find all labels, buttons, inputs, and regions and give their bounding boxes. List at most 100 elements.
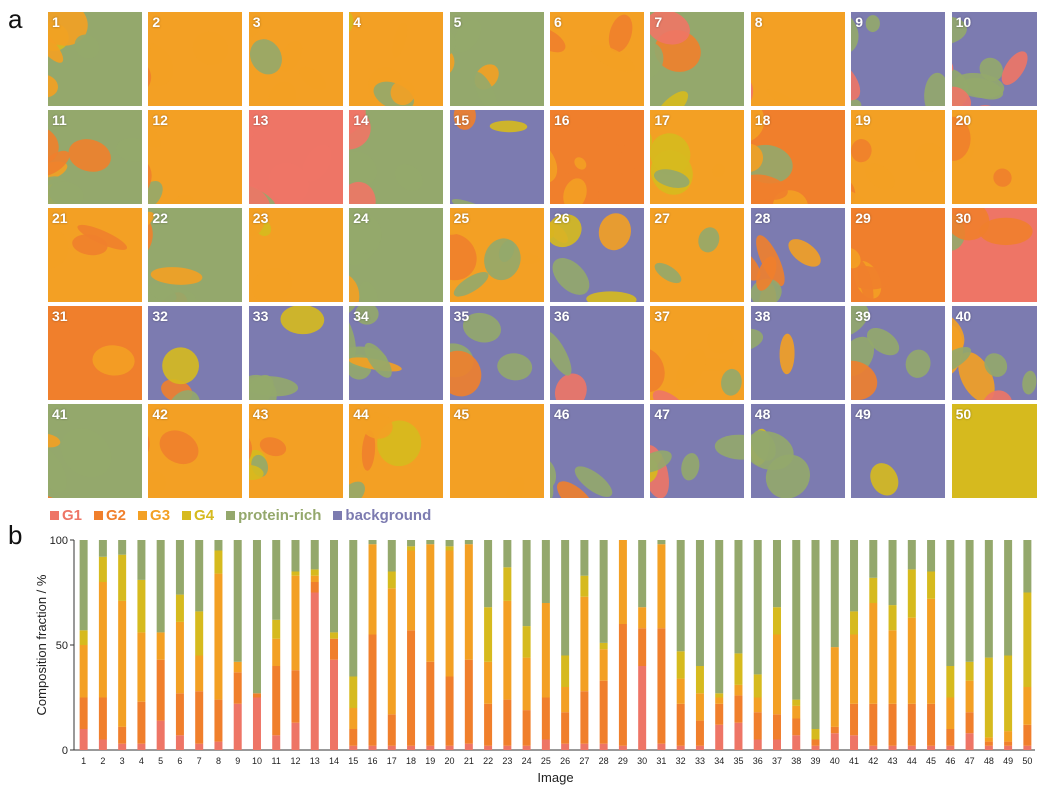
- x-tick-label: 50: [1022, 756, 1032, 766]
- bar-segment-G4: [98, 556, 107, 582]
- tile-number: 46: [554, 406, 570, 422]
- segmentation-map: [248, 208, 343, 302]
- image-tile: 49: [851, 404, 946, 498]
- x-tick-label: 6: [177, 756, 182, 766]
- bar-segment-G1: [272, 735, 281, 750]
- bar-segment-G2: [657, 628, 666, 744]
- bar-segment-G1: [214, 741, 223, 750]
- image-tile: 2: [148, 12, 243, 106]
- image-tile: 4: [349, 12, 444, 106]
- segmentation-map: [550, 208, 644, 302]
- bar-segment-G3: [907, 617, 916, 704]
- image-tile: 27: [650, 208, 745, 302]
- image-tile: 45: [449, 404, 544, 498]
- image-tile: 26: [550, 208, 644, 302]
- tile-number: 31: [52, 308, 68, 324]
- bar-segment-protein-rich: [676, 540, 685, 652]
- segmentation-map: [148, 208, 243, 302]
- tile-number: 35: [453, 308, 470, 324]
- image-tile: 34: [349, 306, 444, 400]
- segmentation-map: [449, 208, 544, 302]
- bar-segment-protein-rich: [638, 540, 647, 608]
- segmentation-map: [851, 306, 946, 400]
- image-tile: 19: [851, 110, 946, 204]
- bar-segment-G3: [734, 684, 743, 696]
- segmentation-map: [48, 110, 142, 204]
- bar-segment-G2: [1004, 741, 1013, 746]
- image-tile: 23: [248, 208, 343, 302]
- x-tick-label: 40: [830, 756, 840, 766]
- segmentation-map: [550, 110, 644, 204]
- bar-segment-protein-rich: [984, 540, 993, 658]
- legend-swatch: [333, 510, 343, 520]
- bar-segment-G4: [772, 607, 781, 635]
- bar-segment-protein-rich: [368, 540, 377, 545]
- bar-segment-protein-rich: [888, 540, 897, 606]
- segmentation-map: [951, 208, 1037, 302]
- bar-segment-G2: [252, 693, 261, 698]
- bar-segment-protein-rich: [291, 540, 300, 572]
- segmentation-map: [148, 12, 243, 106]
- x-tick-label: 38: [791, 756, 801, 766]
- bar-segment-G4: [715, 693, 724, 698]
- segmentation-map: [48, 12, 142, 106]
- x-tick-label: 16: [368, 756, 378, 766]
- bar-segment-G1: [330, 659, 339, 750]
- bar-segment-G1: [638, 666, 647, 750]
- image-tile: 28: [750, 208, 845, 302]
- bar-segment-G1: [368, 745, 377, 750]
- bar-segment-G3: [561, 687, 570, 713]
- bar-segment-G2: [464, 659, 473, 744]
- image-tile: 12: [148, 110, 243, 204]
- tile-number: 11: [52, 112, 67, 128]
- bar-segment-protein-rich: [907, 540, 916, 570]
- image-tile: 7: [650, 12, 745, 106]
- legend-swatch: [94, 510, 104, 520]
- bar-segment-G3: [869, 603, 878, 704]
- bar-segment-protein-rich: [850, 540, 859, 612]
- tile-number: 4: [353, 14, 361, 30]
- bar-segment-G3: [753, 697, 762, 713]
- segmentation-map: [650, 404, 745, 498]
- bar-segment-protein-rich: [753, 540, 762, 675]
- bar-segment-protein-rich: [580, 540, 589, 576]
- x-tick-label: 3: [120, 756, 125, 766]
- bar-segment-protein-rich: [272, 540, 281, 620]
- bar-segment-G3: [464, 544, 473, 660]
- bar-segment-G1: [927, 745, 936, 750]
- x-tick-label: 28: [599, 756, 609, 766]
- bar-segment-G2: [503, 699, 512, 746]
- bar-segment-G3: [195, 655, 204, 692]
- bar-segment-protein-rich: [657, 540, 666, 545]
- x-tick-label: 11: [272, 756, 281, 766]
- segmentation-map: [449, 306, 544, 400]
- bar-segment-G2: [1023, 724, 1032, 746]
- tile-number: 19: [855, 112, 871, 128]
- legend-label: G2: [106, 506, 127, 524]
- bar-segment-G4: [1023, 592, 1032, 687]
- bar-segment-protein-rich: [695, 540, 704, 666]
- bar-segment-protein-rich: [946, 540, 955, 666]
- bar-segment-G3: [541, 603, 550, 698]
- x-tick-label: 32: [676, 756, 686, 766]
- x-tick-label: 34: [714, 756, 724, 766]
- bar-segment-G4: [811, 729, 820, 740]
- legend-item-G4: G4: [182, 507, 214, 524]
- bar-segment-protein-rich: [387, 540, 396, 572]
- segmentation-map: [750, 208, 845, 302]
- segmentation-map: [951, 12, 1037, 106]
- segmentation-map: [449, 110, 544, 204]
- bar-segment-G1: [464, 743, 473, 750]
- tile-number: 26: [554, 210, 570, 226]
- bar-segment-G2: [715, 703, 724, 725]
- bar-segment-G4: [599, 642, 608, 650]
- legend-label: G3: [150, 506, 171, 524]
- bar-segment-G2: [137, 701, 146, 744]
- bar-segment-protein-rich: [252, 540, 261, 694]
- bar-segment-G1: [946, 745, 955, 750]
- tile-number: 8: [754, 14, 763, 30]
- x-tick-label: 25: [541, 756, 551, 766]
- bar-segment-protein-rich: [1004, 540, 1013, 656]
- bar-segment-G3: [676, 678, 685, 704]
- x-tick-label: 12: [290, 756, 300, 766]
